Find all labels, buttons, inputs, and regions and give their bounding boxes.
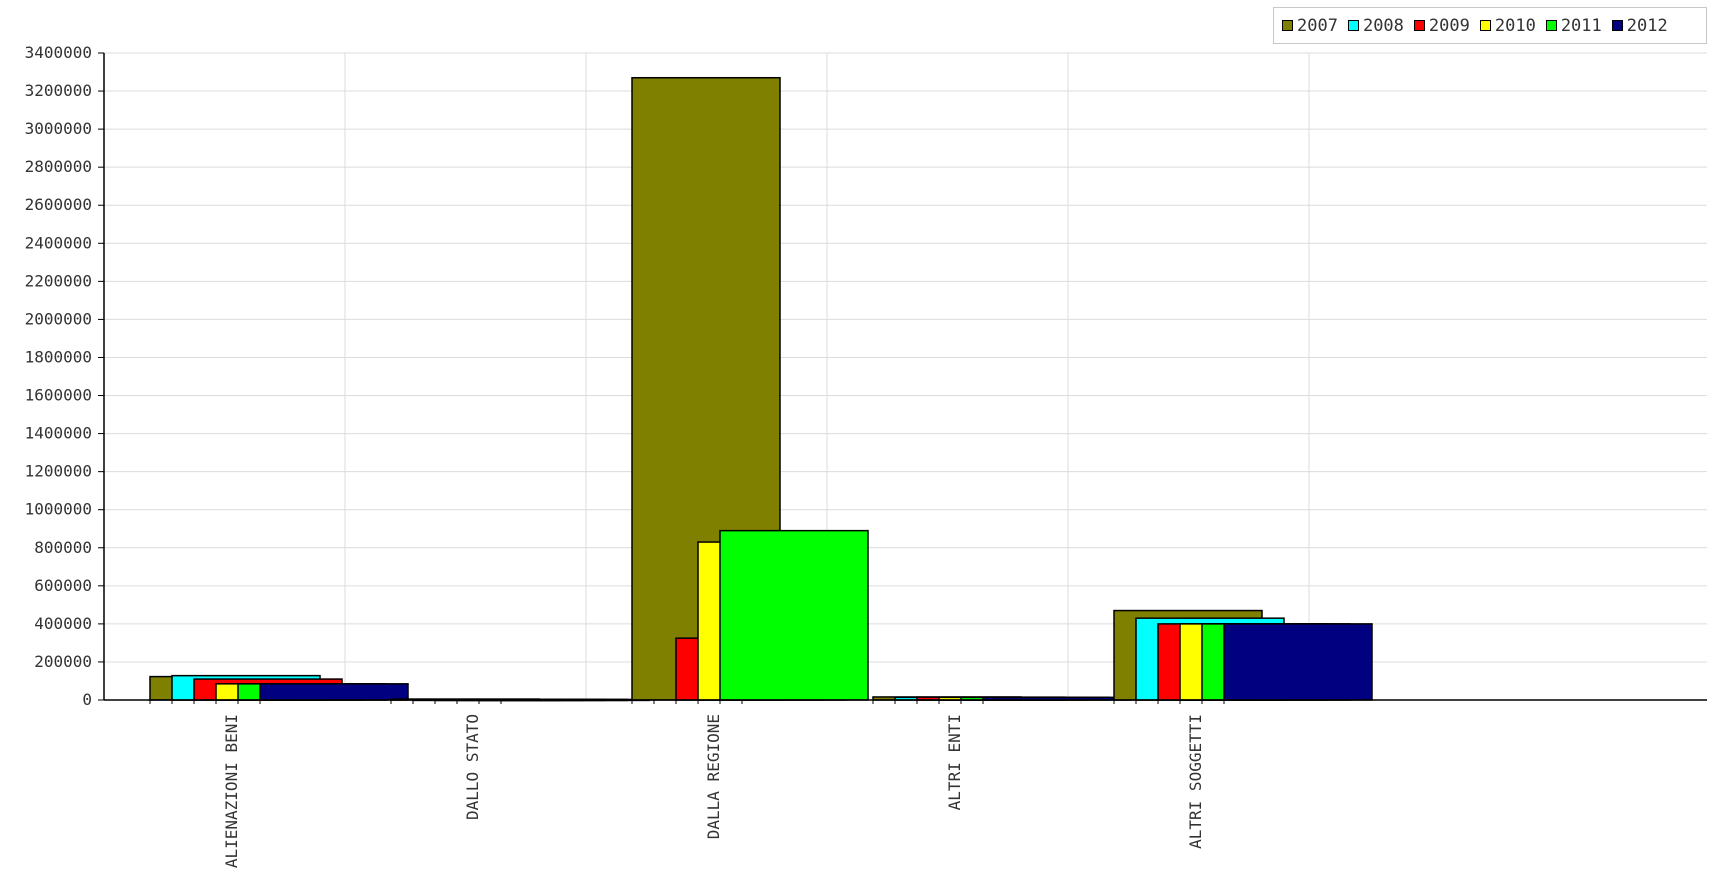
y-tick-label: 2200000 [25,271,92,290]
bar-2012-0 [259,683,409,701]
y-tick-label: 1000000 [25,500,92,519]
legend-swatch [1347,20,1359,31]
legend-label: 2009 [1428,15,1470,36]
x-tick-label: DALLO STATO [463,714,482,820]
x-axis: ALIENAZIONI BENI DALLO STATO DALLA REGIONE… [104,699,1707,868]
y-tick-label: 2400000 [25,233,92,252]
y-tick-label: 3200000 [25,81,92,100]
y-tick-label: 600000 [34,576,92,595]
y-tick-label: 1600000 [25,386,92,405]
x-tick-label: ALTRI SOGGETTI [1186,714,1205,849]
x-tick-label: DALLA REGIONE [704,714,723,839]
y-tick-label: 800000 [34,538,92,557]
y-tick-label: 1200000 [25,462,92,481]
y-tick-label: 400000 [34,614,92,633]
y-tick-label: 0 [82,690,92,709]
legend: 2007 2008 2009 2010 2011 2012 [1273,7,1707,44]
bars [149,76,1373,702]
legend-swatch [1413,20,1425,31]
legend-item-2012: 2012 [1611,15,1668,36]
legend-swatch [1282,20,1293,31]
y-tick-label: 2600000 [25,195,92,214]
legend-swatch [1545,20,1557,31]
legend-label: 2008 [1362,15,1404,36]
legend-label: 2011 [1560,15,1602,36]
bar-2012-4 [1223,623,1373,701]
legend-item-2009: 2009 [1413,15,1470,36]
legend-item-2011: 2011 [1545,15,1602,36]
y-tick-label: 1400000 [25,424,92,443]
y-tick-label: 3400000 [25,43,92,62]
legend-item-2008: 2008 [1347,15,1404,36]
legend-label: 2012 [1626,15,1668,36]
legend-swatch [1479,20,1491,31]
y-tick-label: 2000000 [25,309,92,328]
x-tick-label: ALIENAZIONI BENI [222,714,241,868]
x-tick-label: ALTRI ENTI [945,714,964,810]
legend-swatch [1611,20,1623,31]
y-tick-label: 2800000 [25,157,92,176]
y-tick-label: 3000000 [25,119,92,138]
legend-label: 2010 [1494,15,1536,36]
grid-lines [104,52,1707,701]
legend-item-2010: 2010 [1479,15,1536,36]
y-axis: 0 200000 400000 600000 800000 1000000 1200000 1… [25,43,105,709]
bar-2011-2 [719,529,869,701]
y-tick-label: 1800000 [25,347,92,366]
legend-label: 2007 [1297,15,1338,36]
y-tick-label: 200000 [34,652,92,671]
legend-item-2007: 2007 [1282,16,1338,36]
